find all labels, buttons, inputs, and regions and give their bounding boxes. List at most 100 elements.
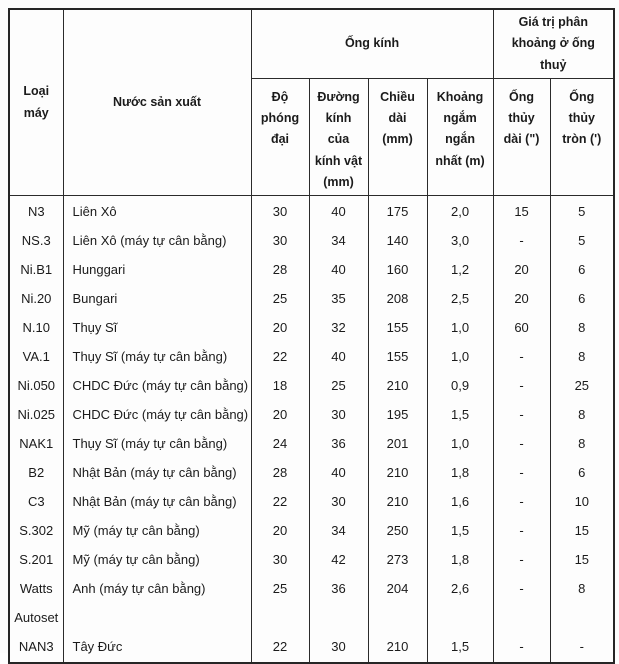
cell-chieu-dai: 155 bbox=[367, 343, 428, 372]
table-row: NAK1 Thụy Sĩ (máy tự cân bằng) 24 36 201… bbox=[8, 430, 615, 459]
cell-loai-may: Watts bbox=[8, 575, 64, 604]
cell-duong-kinh-kinh-vat: 42 bbox=[308, 546, 369, 575]
cell-loai-may: NAN3 bbox=[8, 633, 64, 663]
cell-ong-thuy-dai: - bbox=[492, 459, 551, 488]
cell-khoang-ngam-ngan-nhat: 2,5 bbox=[426, 285, 494, 314]
header-duong-kinh-kinh-vat: Đường kính của kính vật (mm) bbox=[308, 77, 369, 197]
cell-duong-kinh-kinh-vat: 34 bbox=[308, 227, 369, 256]
header-ong-thuy-tron: Ống thủy tròn (') bbox=[549, 77, 615, 197]
cell-do-phong-dai: 22 bbox=[250, 488, 310, 517]
table-row: Ni.025 CHDC Đức (máy tự cân bằng) 20 30 … bbox=[8, 401, 615, 430]
cell-chieu-dai: 210 bbox=[367, 633, 428, 663]
cell-loai-may: N3 bbox=[8, 195, 64, 227]
cell-ong-thuy-tron: 8 bbox=[549, 575, 615, 604]
header-do-phong-dai: Độ phóng đại bbox=[250, 77, 310, 197]
cell-ong-thuy-dai: - bbox=[492, 517, 551, 546]
table-row: N3 Liên Xô 30 40 175 2,0 15 5 bbox=[8, 195, 615, 227]
cell-ong-thuy-dai: - bbox=[492, 372, 551, 401]
cell-nuoc-san-xuat: Liên Xô (máy tự cân bằng) bbox=[62, 227, 252, 256]
header-nuoc-san-xuat: Nước sản xuất bbox=[62, 8, 252, 196]
cell-duong-kinh-kinh-vat: 30 bbox=[308, 633, 369, 663]
cell-ong-thuy-dai: - bbox=[492, 343, 551, 372]
table-row: Watts Anh (máy tự cân bằng) 25 36 204 2,… bbox=[8, 575, 615, 604]
cell-duong-kinh-kinh-vat: 40 bbox=[308, 256, 369, 285]
cell-loai-may: S.201 bbox=[8, 546, 64, 575]
cell-khoang-ngam-ngan-nhat: 1,5 bbox=[426, 517, 494, 546]
cell-nuoc-san-xuat: CHDC Đức (máy tự cân bằng) bbox=[62, 401, 252, 430]
cell-do-phong-dai: 22 bbox=[250, 343, 310, 372]
table-row: S.201 Mỹ (máy tự cân bằng) 30 42 273 1,8… bbox=[8, 546, 615, 575]
cell-chieu-dai: 208 bbox=[367, 285, 428, 314]
cell-khoang-ngam-ngan-nhat: 1,8 bbox=[426, 459, 494, 488]
cell-ong-thuy-dai: - bbox=[492, 633, 551, 663]
header-sub-row: Độ phóng đại Đường kính của kính vật (mm… bbox=[9, 77, 615, 197]
cell-do-phong-dai: 30 bbox=[250, 227, 310, 256]
cell-ong-thuy-tron: 8 bbox=[549, 314, 615, 343]
cell-khoang-ngam-ngan-nhat: 1,5 bbox=[426, 633, 494, 663]
header-group-gia-tri-phan-khoang: Giá trị phân khoảng ở ống thuỷ bbox=[492, 8, 615, 79]
cell-loai-may: Autoset bbox=[8, 604, 64, 633]
header-group-ong-kinh: Ống kính bbox=[250, 8, 494, 79]
cell-ong-thuy-dai: - bbox=[492, 430, 551, 459]
cell-duong-kinh-kinh-vat: 34 bbox=[308, 517, 369, 546]
cell-khoang-ngam-ngan-nhat: 1,6 bbox=[426, 488, 494, 517]
cell-nuoc-san-xuat: Nhật Bản (máy tự cân bằng) bbox=[62, 488, 252, 517]
cell-do-phong-dai: 25 bbox=[250, 285, 310, 314]
cell-nuoc-san-xuat: Hunggari bbox=[62, 256, 252, 285]
cell-ong-thuy-tron: 15 bbox=[549, 546, 615, 575]
table-row: N.10 Thụy Sĩ 20 32 155 1,0 60 8 bbox=[8, 314, 615, 343]
cell-ong-thuy-dai: 20 bbox=[492, 285, 551, 314]
cell-chieu-dai: 155 bbox=[367, 314, 428, 343]
cell-loai-may: NAK1 bbox=[8, 430, 64, 459]
cell-ong-thuy-tron: 8 bbox=[549, 401, 615, 430]
cell-ong-thuy-tron: 15 bbox=[549, 517, 615, 546]
cell-khoang-ngam-ngan-nhat: 1,2 bbox=[426, 256, 494, 285]
cell-loai-may: VA.1 bbox=[8, 343, 64, 372]
cell-do-phong-dai: 20 bbox=[250, 517, 310, 546]
cell-loai-may: C3 bbox=[8, 488, 64, 517]
cell-chieu-dai: 195 bbox=[367, 401, 428, 430]
cell-do-phong-dai: 18 bbox=[250, 372, 310, 401]
cell-loai-may: Ni.20 bbox=[8, 285, 64, 314]
cell-nuoc-san-xuat: Mỹ (máy tự cân bằng) bbox=[62, 517, 252, 546]
cell-ong-thuy-dai bbox=[492, 604, 551, 633]
cell-ong-thuy-tron: 5 bbox=[549, 227, 615, 256]
cell-chieu-dai: 210 bbox=[367, 488, 428, 517]
cell-duong-kinh-kinh-vat: 35 bbox=[308, 285, 369, 314]
cell-khoang-ngam-ngan-nhat: 1,8 bbox=[426, 546, 494, 575]
cell-ong-thuy-tron: 5 bbox=[549, 195, 615, 227]
header-chieu-dai: Chiều dài (mm) bbox=[367, 77, 428, 197]
cell-nuoc-san-xuat: CHDC Đức (máy tự cân bằng) bbox=[62, 372, 252, 401]
cell-khoang-ngam-ngan-nhat: 1,0 bbox=[426, 343, 494, 372]
cell-duong-kinh-kinh-vat: 40 bbox=[308, 343, 369, 372]
cell-chieu-dai: 210 bbox=[367, 372, 428, 401]
cell-khoang-ngam-ngan-nhat: 1,5 bbox=[426, 401, 494, 430]
cell-nuoc-san-xuat: Thụy Sĩ (máy tự cân bằng) bbox=[62, 430, 252, 459]
cell-duong-kinh-kinh-vat: 36 bbox=[308, 575, 369, 604]
cell-chieu-dai: 160 bbox=[367, 256, 428, 285]
cell-ong-thuy-dai: - bbox=[492, 401, 551, 430]
cell-khoang-ngam-ngan-nhat: 0,9 bbox=[426, 372, 494, 401]
cell-loai-may: N.10 bbox=[8, 314, 64, 343]
table-row: Ni.B1 Hunggari 28 40 160 1,2 20 6 bbox=[8, 256, 615, 285]
cell-loai-may: Ni.025 bbox=[8, 401, 64, 430]
cell-nuoc-san-xuat: Thụy Sĩ bbox=[62, 314, 252, 343]
cell-loai-may: Ni.050 bbox=[8, 372, 64, 401]
cell-ong-thuy-tron: 6 bbox=[549, 285, 615, 314]
cell-duong-kinh-kinh-vat: 32 bbox=[308, 314, 369, 343]
cell-do-phong-dai: 30 bbox=[250, 195, 310, 227]
table-body: N3 Liên Xô 30 40 175 2,0 15 5 NS.3 Liên … bbox=[8, 195, 615, 663]
cell-ong-thuy-dai: - bbox=[492, 575, 551, 604]
cell-ong-thuy-dai: 20 bbox=[492, 256, 551, 285]
cell-duong-kinh-kinh-vat bbox=[308, 604, 369, 633]
cell-khoang-ngam-ngan-nhat: 3,0 bbox=[426, 227, 494, 256]
cell-duong-kinh-kinh-vat: 36 bbox=[308, 430, 369, 459]
header-loai-may: Loại máy bbox=[8, 8, 64, 196]
cell-chieu-dai: 210 bbox=[367, 459, 428, 488]
table-row: C3 Nhật Bản (máy tự cân bằng) 22 30 210 … bbox=[8, 488, 615, 517]
cell-nuoc-san-xuat bbox=[62, 604, 252, 633]
instrument-spec-table: Loại máy Nước sản xuất Ống kính Giá trị … bbox=[8, 8, 616, 664]
cell-khoang-ngam-ngan-nhat bbox=[426, 604, 494, 633]
cell-duong-kinh-kinh-vat: 40 bbox=[308, 459, 369, 488]
